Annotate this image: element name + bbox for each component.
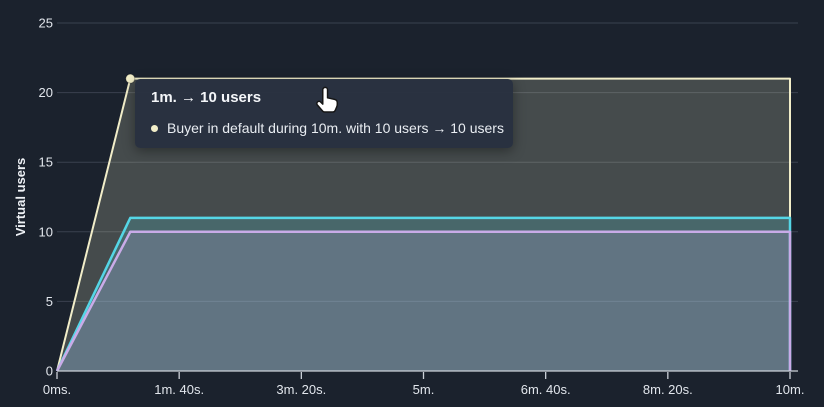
series-purple-line — [55, 230, 792, 372]
x-tick-label: 5m. — [413, 382, 435, 397]
y-tick-label: 10 — [39, 224, 53, 239]
series-bullet-icon — [151, 124, 158, 132]
y-tick-label: 15 — [39, 155, 53, 170]
y-tick-label: 5 — [46, 294, 53, 309]
y-tick-label: 0 — [46, 364, 53, 379]
y-tick-label: 20 — [39, 85, 53, 100]
series-cream-total-area — [57, 78, 790, 372]
series-purple-area — [57, 231, 790, 371]
series-cyan-area — [57, 217, 790, 371]
hovered-point-marker[interactable] — [125, 73, 136, 84]
y-axis-title: Virtual users — [13, 158, 28, 237]
x-tick-label: 0ms. — [43, 382, 71, 397]
x-tick-label: 8m. 20s. — [643, 382, 693, 397]
x-tick-label: 6m. 40s. — [521, 382, 571, 397]
tooltip-item: Buyer in default during 10m. with 10 use… — [151, 121, 504, 135]
y-tick-label: 25 — [39, 16, 53, 31]
x-tick-label: 3m. 20s. — [276, 382, 326, 397]
tooltip-item-text: Buyer in default during 10m. with 10 use… — [167, 120, 504, 136]
x-tick-label: 1m. 40s. — [154, 382, 204, 397]
x-tick-label: 10m. — [776, 382, 805, 397]
chart-tooltip: 1m. → 10 users Buyer in default during 1… — [135, 79, 513, 148]
tooltip-title: 1m. → 10 users — [151, 89, 262, 106]
